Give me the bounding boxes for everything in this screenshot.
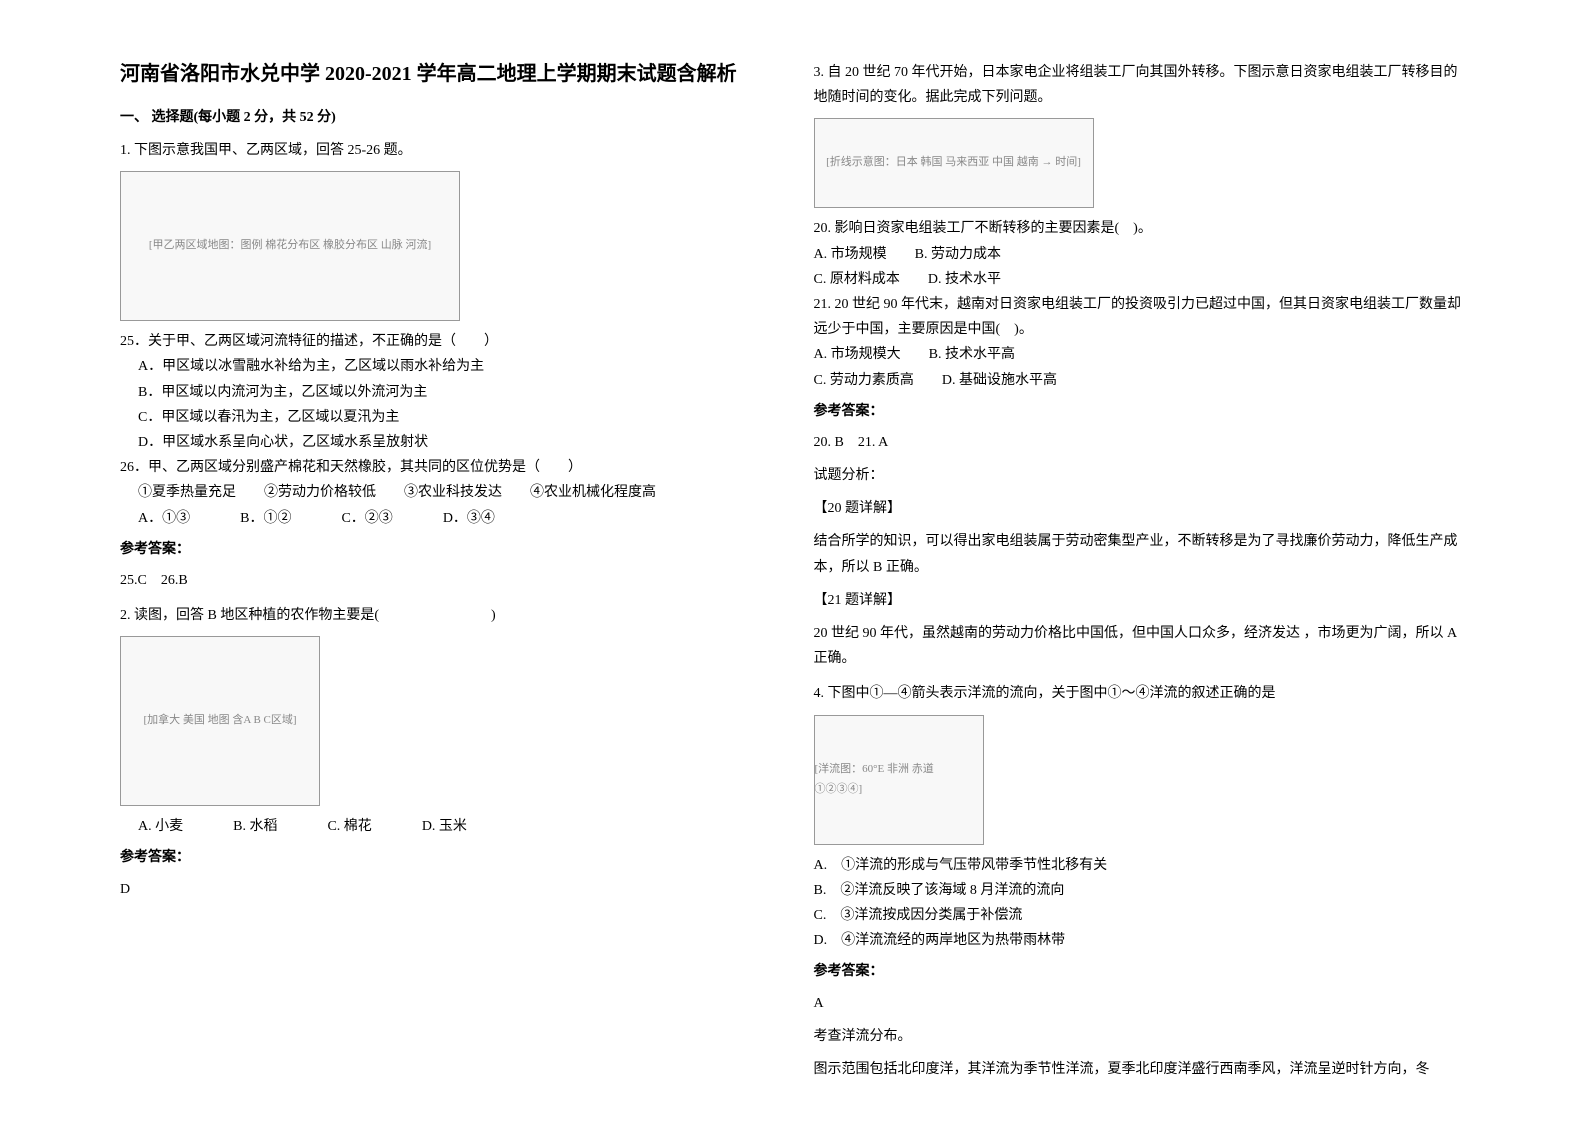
q4-analysis1: 考查洋流分布。 xyxy=(814,1024,1468,1049)
q3-detail20-label: 【20 题详解】 xyxy=(814,496,1468,521)
q1-map-image: [甲乙两区域地图：图例 棉花分布区 橡胶分布区 山脉 河流] xyxy=(120,171,460,321)
q1-opt-c: C．甲区域以春汛为主，乙区域以夏汛为主 xyxy=(120,405,774,430)
q3-20-cd: C. 原材料成本 D. 技术水平 xyxy=(814,267,1468,292)
q1-answer: 25.C 26.B xyxy=(120,568,774,593)
q4-answer-label: 参考答案： xyxy=(814,959,1468,984)
q3-detail20: 结合所学的知识，可以得出家电组装属于劳动密集型产业，不断转移是为了寻找廉价劳动力… xyxy=(814,529,1468,579)
q1-26-a: A．①③ xyxy=(138,506,190,531)
q4-b: B. ②洋流反映了该海域 8 月洋流的流向 xyxy=(814,878,1468,903)
q4-a: A. ①洋流的形成与气压带风带季节性北移有关 xyxy=(814,853,1468,878)
q4-c: C. ③洋流按成因分类属于补偿流 xyxy=(814,903,1468,928)
q2-options: A. 小麦 B. 水稻 C. 棉花 D. 玉米 xyxy=(120,814,774,839)
q3-answer-label: 参考答案： xyxy=(814,399,1468,424)
question-1: 1. 下图示意我国甲、乙两区域，回答 25-26 题。 [甲乙两区域地图：图例 … xyxy=(120,138,774,593)
exam-title: 河南省洛阳市水兑中学 2020-2021 学年高二地理上学期期末试题含解析 xyxy=(120,60,774,88)
q2-map-image: [加拿大 美国 地图 含A B C区域] xyxy=(120,636,320,806)
q2-d: D. 玉米 xyxy=(422,814,467,839)
q1-26-c: C．②③ xyxy=(341,506,392,531)
q3-sub20: 20. 影响日资家电组装工厂不断转移的主要因素是( )。 xyxy=(814,216,1468,241)
q4-d: D. ④洋流流经的两岸地区为热带雨林带 xyxy=(814,928,1468,953)
q3-chart-image: [折线示意图：日本 韩国 马来西亚 中国 越南 → 时间] xyxy=(814,118,1094,208)
q1-26-b: B．①② xyxy=(240,506,291,531)
question-4: 4. 下图中①—④箭头表示洋流的流向，关于图中①～④洋流的叙述正确的是 [洋流图… xyxy=(814,681,1468,1082)
q3-detail21: 20 世纪 90 年代，虽然越南的劳动力价格比中国低，但中国人口众多，经济发达 … xyxy=(814,621,1468,671)
q1-opts26: ①夏季热量充足 ②劳动力价格较低 ③农业科技发达 ④农业机械化程度高 xyxy=(120,480,774,505)
q1-sub26: 26．甲、乙两区域分别盛产棉花和天然橡胶，其共同的区位优势是（ ） xyxy=(120,455,774,480)
q1-opt-b: B．甲区域以内流河为主，乙区域以外流河为主 xyxy=(120,380,774,405)
q1-26-options: A．①③ B．①② C．②③ D．③④ xyxy=(120,506,774,531)
q1-stem: 1. 下图示意我国甲、乙两区域，回答 25-26 题。 xyxy=(120,138,774,163)
q3-21-ab: A. 市场规模大 B. 技术水平高 xyxy=(814,342,1468,367)
q4-stem: 4. 下图中①—④箭头表示洋流的流向，关于图中①～④洋流的叙述正确的是 xyxy=(814,681,1468,706)
q2-a: A. 小麦 xyxy=(138,814,183,839)
q1-answer-label: 参考答案： xyxy=(120,537,774,562)
q2-b: B. 水稻 xyxy=(233,814,277,839)
q3-analysis-label: 试题分析： xyxy=(814,463,1468,488)
q3-20-ab: A. 市场规模 B. 劳动力成本 xyxy=(814,242,1468,267)
right-column: 3. 自 20 世纪 70 年代开始，日本家电企业将组装工厂向其国外转移。下图示… xyxy=(794,60,1488,1082)
q2-stem: 2. 读图，回答 B 地区种植的农作物主要是( ) xyxy=(120,603,774,628)
q2-answer-label: 参考答案： xyxy=(120,845,774,870)
q1-opt-d: D．甲区域水系呈向心状，乙区域水系呈放射状 xyxy=(120,430,774,455)
q2-c: C. 棉花 xyxy=(327,814,371,839)
question-2: 2. 读图，回答 B 地区种植的农作物主要是( ) [加拿大 美国 地图 含A … xyxy=(120,603,774,902)
question-3: 3. 自 20 世纪 70 年代开始，日本家电企业将组装工厂向其国外转移。下图示… xyxy=(814,60,1468,671)
q1-opt-a: A．甲区域以冰雪融水补给为主，乙区域以雨水补给为主 xyxy=(120,354,774,379)
q4-map-image: [洋流图：60°E 非洲 赤道 ①②③④] xyxy=(814,715,984,845)
q4-answer: A xyxy=(814,991,1468,1016)
q2-answer: D xyxy=(120,877,774,902)
q1-sub25: 25．关于甲、乙两区域河流特征的描述，不正确的是（ ） xyxy=(120,329,774,354)
section-heading: 一、 选择题(每小题 2 分，共 52 分) xyxy=(120,106,774,126)
q3-answer: 20. B 21. A xyxy=(814,430,1468,455)
q1-26-d: D．③④ xyxy=(443,506,495,531)
q3-detail21-label: 【21 题详解】 xyxy=(814,588,1468,613)
left-column: 河南省洛阳市水兑中学 2020-2021 学年高二地理上学期期末试题含解析 一、… xyxy=(100,60,794,1082)
q3-stem: 3. 自 20 世纪 70 年代开始，日本家电企业将组装工厂向其国外转移。下图示… xyxy=(814,60,1468,110)
q3-sub21: 21. 20 世纪 90 年代末，越南对日资家电组装工厂的投资吸引力已超过中国，… xyxy=(814,292,1468,342)
q4-analysis2: 图示范围包括北印度洋，其洋流为季节性洋流，夏季北印度洋盛行西南季风，洋流呈逆时针… xyxy=(814,1057,1468,1082)
q3-21-cd: C. 劳动力素质高 D. 基础设施水平高 xyxy=(814,368,1468,393)
